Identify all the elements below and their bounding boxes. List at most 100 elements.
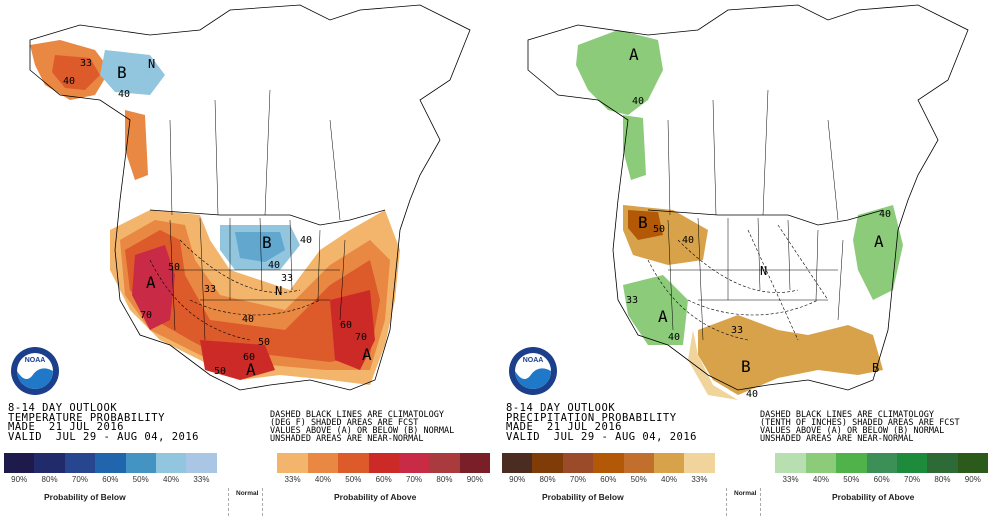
caption-above: Probability of Above: [832, 492, 915, 502]
legend-tick-label: 60%: [600, 475, 617, 484]
contour-label: 40: [268, 260, 280, 271]
legend-captions: Probability of Below Normal Probability …: [4, 490, 490, 504]
legend-swatch: [623, 453, 654, 473]
legend-tick-label: [247, 475, 277, 487]
gulf-above-letter: A: [246, 360, 256, 379]
northwest-below-core: [628, 210, 663, 240]
contour-label: 33: [731, 325, 743, 336]
alaska-below-shading: [100, 50, 165, 95]
legend-swatch: [775, 453, 806, 473]
outlook-info-text: 8-14 DAY OUTLOOK PRECIPITATION PROBABILIT…: [506, 403, 698, 443]
legend-swatch: [896, 453, 928, 473]
legend-divider: [262, 488, 263, 516]
legend-tick-label: 40%: [163, 475, 180, 484]
temperature-outlook-panel: B N A A A B N 50 70 50 60 50 40 33 40 33…: [0, 0, 490, 521]
legend-divider: [760, 488, 761, 516]
legend-tick-label: 70%: [569, 475, 586, 484]
continent-outline: [29, 4, 471, 391]
contour-label: 40: [300, 235, 312, 246]
legend-swatch: [125, 453, 156, 473]
legend-divider: [726, 488, 727, 516]
us-canada-border: [647, 209, 884, 226]
legend-swatch: [593, 453, 624, 473]
legend-swatch: [866, 453, 897, 473]
legend-tick-label: 33%: [782, 475, 799, 484]
alaska-panhandle-shading: [125, 110, 148, 180]
legend-swatch: [836, 453, 867, 473]
legend-swatch: [155, 453, 187, 473]
contour-label: 40: [746, 389, 758, 400]
texas-below-letter: B: [741, 357, 751, 376]
canada-province-lines: [169, 89, 341, 221]
legend-swatch: [653, 453, 685, 473]
alaska-above-letter: A: [629, 45, 639, 64]
legend-tick-label: 33%: [284, 475, 301, 484]
contour-label: 60: [340, 320, 352, 331]
legend-swatch: [957, 453, 988, 473]
outlook-title: 8-14 DAY OUTLOOK: [8, 402, 118, 414]
legend-tick-label: 80%: [539, 475, 556, 484]
legend-tick-label: 33%: [193, 475, 210, 484]
contour-label: 40: [668, 332, 680, 343]
legend-swatch: [805, 453, 837, 473]
caption-normal: Normal: [236, 490, 259, 497]
legend-tick-label: 50%: [345, 475, 362, 484]
probability-legend-bar: [502, 453, 988, 473]
alaska-above-shading-inner: [52, 55, 100, 90]
us-canada-border: [149, 209, 386, 226]
legend-swatch: [216, 453, 247, 473]
climatology-contours: [149, 239, 321, 341]
legend-tick-label: 50%: [132, 475, 149, 484]
legend-swatch: [398, 453, 430, 473]
southwest-above-letter: A: [658, 307, 668, 326]
legend-tick-label: 90%: [509, 475, 526, 484]
alaska-above-shading: [576, 30, 663, 115]
caption-below: Probability of Below: [542, 492, 624, 502]
outlook-subtitle: TEMPERATURE PROBABILITY: [8, 411, 165, 424]
alaska-panhandle-shading: [623, 115, 646, 180]
legend-captions: Probability of Below Normal Probability …: [502, 490, 988, 504]
contour-label: 50: [214, 366, 226, 377]
legend-tick-label: 90%: [466, 475, 483, 484]
conus-above-inner: [125, 230, 380, 362]
legend-tick-label: 40%: [812, 475, 829, 484]
legend-swatch: [64, 453, 96, 473]
legend-swatch: [532, 453, 563, 473]
outlook-valid: VALID JUL 29 - AUG 04, 2016: [506, 430, 698, 443]
contour-label: 33: [80, 58, 92, 69]
noaa-logo: NOAA: [11, 347, 59, 395]
outlook-made: MADE 21 JUL 2016: [506, 421, 622, 433]
contour-label: 40: [63, 76, 75, 87]
legend-swatch: [502, 453, 533, 473]
legend-tick-label: 50%: [630, 475, 647, 484]
legend-tick-label: 40%: [661, 475, 678, 484]
legend-tick-label: 80%: [436, 475, 453, 484]
legend-tick-label: 70%: [71, 475, 88, 484]
svg-text:NOAA: NOAA: [523, 357, 544, 364]
plains-below-core: [235, 232, 285, 262]
center-normal-letter: N: [760, 264, 767, 278]
legend-swatch: [562, 453, 594, 473]
contour-label: 50: [168, 262, 180, 273]
legend-swatch: [459, 453, 490, 473]
contour-label: 70: [355, 332, 367, 343]
continent-outline: [527, 4, 969, 391]
northeast-above-letter: A: [874, 232, 884, 251]
contour-label: 50: [258, 337, 270, 348]
legend-swatch: [714, 453, 745, 473]
state-lines: [169, 217, 346, 341]
legend-swatch: [338, 453, 369, 473]
alaska-below-letter: B: [117, 63, 127, 82]
outlook-made: MADE 21 JUL 2016: [8, 421, 124, 433]
legend-tick-label: 40%: [314, 475, 331, 484]
legend-tick-label: 33%: [691, 475, 708, 484]
contour-label: 33: [626, 295, 638, 306]
probability-legend-ticks: 90% 80% 70% 60% 50% 40% 33% 33% 40% 50% 60% 70% 80% 9…: [4, 475, 490, 487]
contour-label: 40: [632, 96, 644, 107]
west-above-core: [132, 245, 175, 330]
legend-swatch: [95, 453, 126, 473]
precipitation-outlook-panel: A B A A B B N 40 50 40 33 40 40 33 40 NO…: [498, 0, 988, 521]
caption-above: Probability of Above: [334, 492, 417, 502]
precipitation-map: A B A A B B N 40 50 40 33 40 40 33 40: [527, 4, 969, 400]
east-above-letter: A: [362, 345, 372, 364]
